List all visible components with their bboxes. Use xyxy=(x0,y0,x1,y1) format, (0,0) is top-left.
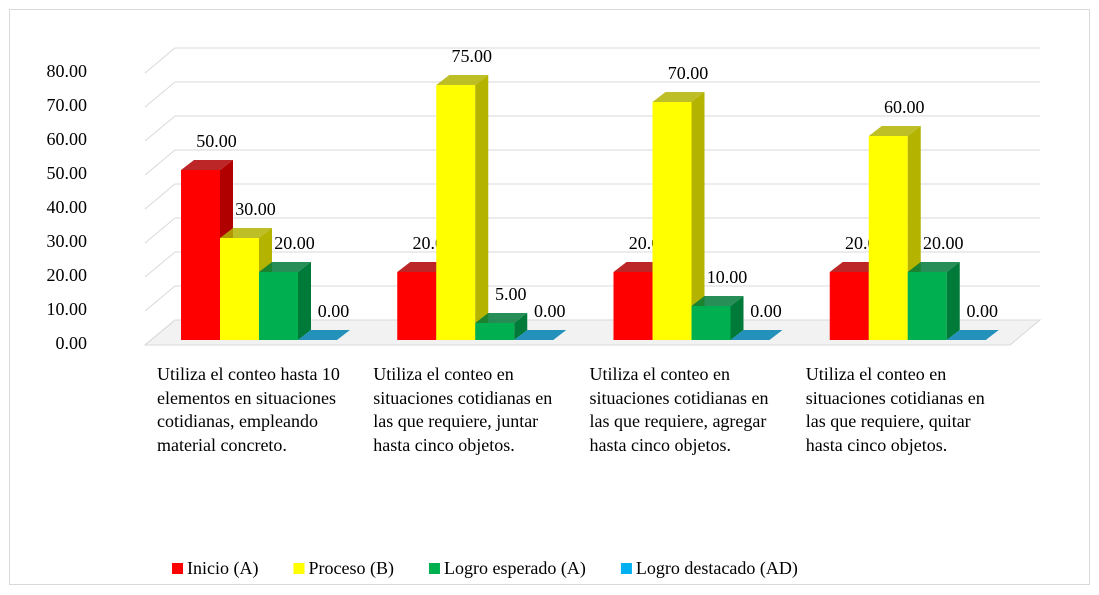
bar-side xyxy=(475,75,489,340)
bar-side xyxy=(946,262,960,340)
bar-top xyxy=(298,330,350,340)
bar-front xyxy=(613,272,653,340)
bar-top xyxy=(868,126,921,136)
bar-side xyxy=(691,92,705,340)
bar-top xyxy=(436,75,489,85)
bar-top xyxy=(730,330,783,340)
y-tick-label: 30.00 xyxy=(47,231,88,251)
y-tick-label: 10.00 xyxy=(47,299,88,319)
bar-top xyxy=(259,262,311,272)
legend-label: Inicio (A) xyxy=(187,558,258,579)
legend-label: Proceso (B) xyxy=(308,558,393,579)
bar-side xyxy=(730,296,744,340)
grid-line-side xyxy=(144,319,176,346)
bar-front xyxy=(652,102,692,340)
value-label: 5.00 xyxy=(495,284,527,304)
legend-label: Logro destacado (AD) xyxy=(636,558,798,579)
x-tick-label: Utiliza el conteo hasta 10 elementos en … xyxy=(157,364,340,455)
x-tick-label: Utiliza el conteo en situaciones cotidia… xyxy=(373,364,553,455)
value-label: 20.00 xyxy=(274,233,315,253)
value-label: 0.00 xyxy=(967,301,999,321)
y-tick-label: 40.00 xyxy=(47,197,88,217)
bar-top xyxy=(475,313,528,323)
y-tick-label: 60.00 xyxy=(47,129,88,149)
grid-line-side xyxy=(144,285,176,312)
value-label: 0.00 xyxy=(750,301,782,321)
y-tick-label: 80.00 xyxy=(47,61,88,81)
value-label: 60.00 xyxy=(884,97,925,117)
x-tick-label: Utiliza el conteo en situaciones cotidia… xyxy=(589,364,769,455)
bar-front xyxy=(475,323,515,340)
bar-front xyxy=(181,170,220,340)
legend-swatch xyxy=(172,563,183,574)
value-label: 75.00 xyxy=(452,46,493,66)
bar-top xyxy=(514,330,567,340)
bar-top xyxy=(652,92,705,102)
bar-front xyxy=(397,272,437,340)
grid-line-side xyxy=(144,251,176,278)
value-label: 70.00 xyxy=(668,63,709,83)
value-label: 10.00 xyxy=(707,267,748,287)
bar-front xyxy=(829,272,869,340)
value-label: 0.00 xyxy=(534,301,566,321)
legend-swatch xyxy=(428,563,440,574)
bar-front xyxy=(259,272,298,340)
value-label: 30.00 xyxy=(235,199,276,219)
bar-top xyxy=(907,262,960,272)
x-tick-label: Utiliza el conteo en situaciones cotidia… xyxy=(805,364,985,455)
grid-line-side xyxy=(144,115,176,142)
grid-line-side xyxy=(144,217,176,244)
bar-top xyxy=(691,296,744,306)
legend-swatch xyxy=(293,563,305,574)
bar-top xyxy=(946,330,999,340)
y-tick-label: 50.00 xyxy=(47,163,88,183)
y-tick-label: 70.00 xyxy=(47,95,88,115)
bar-front xyxy=(220,238,259,340)
legend-label: Logro esperado (A) xyxy=(444,558,586,579)
y-tick-label: 20.00 xyxy=(47,265,88,285)
grid-line-side xyxy=(144,149,176,176)
bar-side xyxy=(514,313,528,340)
grid-line-side xyxy=(144,81,176,108)
grid-line-side xyxy=(144,183,176,210)
legend-swatch xyxy=(620,563,632,574)
y-tick-label: 0.00 xyxy=(56,333,88,353)
value-label: 50.00 xyxy=(196,131,237,151)
bar-side xyxy=(298,262,311,340)
value-label: 0.00 xyxy=(318,301,350,321)
bar-front xyxy=(436,85,476,340)
bar-top xyxy=(220,228,272,238)
grid-line-side xyxy=(144,47,176,74)
bar-front xyxy=(691,306,731,340)
bar-top xyxy=(181,160,233,170)
value-label: 20.00 xyxy=(923,233,964,253)
bar-front xyxy=(868,136,908,340)
bar-front xyxy=(907,272,947,340)
